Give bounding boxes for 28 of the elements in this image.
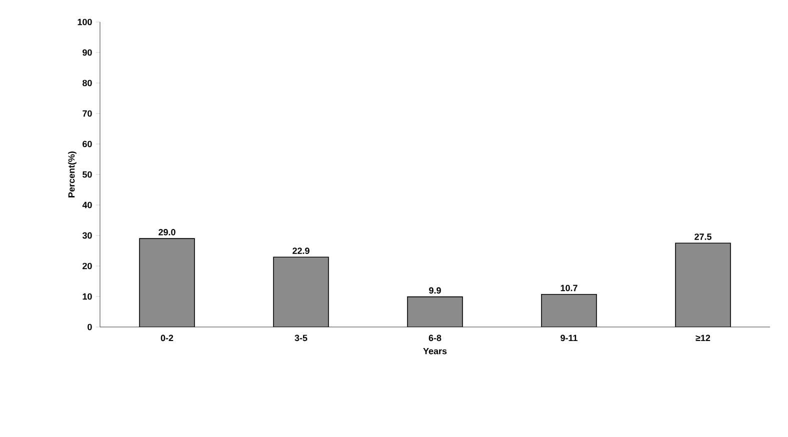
y-tick-label: 50 (82, 171, 92, 178)
data-label: 22.9 (292, 248, 310, 254)
x-tick-label: ≥12 (696, 334, 710, 342)
y-tick-label: 40 (82, 202, 92, 208)
x-tick-label: 9-11 (560, 334, 578, 342)
y-axis-title: Percent(%) (68, 152, 76, 198)
x-tick-label: 0-2 (160, 334, 174, 342)
bar (541, 294, 597, 327)
y-tick-label: 80 (82, 80, 92, 86)
bar (407, 296, 463, 327)
data-label: 27.5 (694, 234, 712, 240)
y-tick-label: 30 (82, 232, 92, 239)
x-tick-label: 3-5 (294, 334, 308, 342)
bar (675, 242, 731, 327)
y-tick-label: 20 (82, 262, 92, 270)
y-tick-label: 60 (82, 140, 92, 148)
y-tick-label: 90 (82, 49, 92, 56)
y-tick-label: 100 (78, 18, 92, 26)
data-label: 9.9 (429, 287, 441, 294)
x-axis-title: Years (423, 348, 447, 354)
bar (273, 256, 329, 327)
bar (139, 238, 195, 327)
x-tick-label: 6-8 (428, 334, 442, 342)
y-tick-label: 10 (82, 293, 92, 300)
y-tick-label: 0 (88, 324, 92, 330)
data-label: 10.7 (560, 284, 578, 292)
data-label: 29.0 (158, 229, 176, 236)
y-tick-label: 70 (82, 110, 92, 117)
